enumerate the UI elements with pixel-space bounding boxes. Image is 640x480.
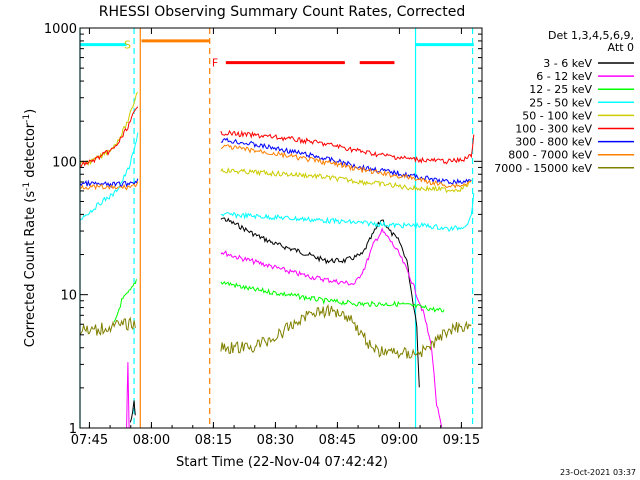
- legend-label-100-300-kev: 100 - 300 keV: [515, 123, 592, 136]
- y-axis-label-end: ): [23, 109, 38, 114]
- plot-area: SF: [79, 28, 475, 429]
- legend-header-1: Det 1,3,4,5,6,9,: [548, 29, 634, 42]
- x-tick-label: 09:15: [443, 433, 480, 448]
- series-7000-15000-kev: [79, 303, 472, 359]
- x-tick-label: 07:45: [71, 433, 108, 448]
- legend-label-300-800-kev: 300 - 800 keV: [515, 136, 592, 149]
- footer-timestamp: 23-Oct-2021 03:37: [560, 468, 636, 477]
- series-3-6-kev-segment-1: [220, 217, 420, 388]
- legend-label-7000-15000-kev: 7000 - 15000 keV: [494, 162, 592, 175]
- series-25-50-kev-segment-1: [220, 193, 475, 233]
- legend-header-2: Att 0: [608, 41, 634, 54]
- y-axis-label-sup1: -1: [22, 182, 32, 191]
- series-12-25-kev: [113, 279, 445, 323]
- series-50-100-kev-segment-1: [220, 166, 472, 194]
- x-tick-label: 08:45: [319, 433, 356, 448]
- legend-label-50-100-kev: 50 - 100 keV: [522, 109, 592, 122]
- series-3-6-kev: [129, 217, 420, 423]
- series-7000-15000-kev-segment-0: [79, 316, 136, 336]
- y-axis-label-sup2: -1: [22, 114, 32, 123]
- x-axis-label: Start Time (22-Nov-04 07:42:42): [176, 455, 388, 470]
- x-tick-label: 08:30: [257, 433, 294, 448]
- y-axis: 1 10 100 1000: [44, 22, 482, 437]
- y-tick-label: 100: [52, 155, 77, 170]
- x-axis: 07:45 08:00 08:15 08:30 08:45 09:00 09:15: [71, 28, 480, 448]
- series-800-7000-kev-segment-0: [80, 181, 139, 191]
- series-25-50-kev-segment-0: [79, 132, 139, 221]
- legend-label-6-12-kev: 6 - 12 keV: [536, 70, 592, 83]
- y-axis-label: Corrected Count Rate (s-1 detector-1): [22, 109, 38, 347]
- series-300-800-kev-segment-1: [220, 137, 472, 186]
- y-tick-label: 1: [69, 422, 77, 437]
- x-tick-label: 09:00: [381, 433, 418, 448]
- series-6-12-kev-segment-1: [220, 227, 443, 428]
- series-100-300-kev-segment-0: [79, 106, 139, 168]
- series-100-300-kev: [79, 106, 475, 168]
- series-6-12-kev-segment-0: [126, 362, 130, 429]
- series-25-50-kev: [79, 132, 475, 233]
- series-12-25-kev-segment-1: [220, 281, 445, 313]
- y-axis-label-main: Corrected Count Rate (s: [23, 191, 38, 348]
- series-6-12-kev: [126, 227, 443, 429]
- series-300-800-kev-segment-0: [79, 178, 139, 189]
- series-7000-15000-kev-segment-1: [220, 303, 472, 359]
- series-50-100-kev-segment-0: [79, 92, 139, 167]
- legend-label-25-50-kev: 25 - 50 keV: [529, 96, 592, 109]
- x-tick-label: 08:00: [133, 433, 170, 448]
- legend-label-800-7000-kev: 800 - 7000 keV: [508, 149, 592, 162]
- y-tick-label: 1000: [44, 22, 77, 37]
- chart-title: RHESSI Observing Summary Count Rates, Co…: [99, 4, 465, 20]
- series-12-25-kev-segment-0: [113, 279, 137, 323]
- series-800-7000-kev-segment-1: [220, 144, 472, 189]
- series-3-6-kev-segment-0: [129, 400, 136, 423]
- y-axis-label-mid: detector: [23, 122, 38, 182]
- series-300-800-kev: [79, 137, 472, 189]
- legend-label-3-6-kev: 3 - 6 keV: [543, 57, 592, 70]
- y-tick-label: 10: [60, 289, 77, 304]
- flag-label-s: S: [124, 39, 131, 52]
- series-100-300-kev-segment-1: [220, 129, 475, 165]
- x-tick-label: 08:15: [195, 433, 232, 448]
- plot-frame: [79, 27, 483, 429]
- legend-label-12-25-kev: 12 - 25 keV: [529, 83, 592, 96]
- flag-label-f: F: [212, 57, 218, 70]
- series-800-7000-kev: [80, 144, 472, 191]
